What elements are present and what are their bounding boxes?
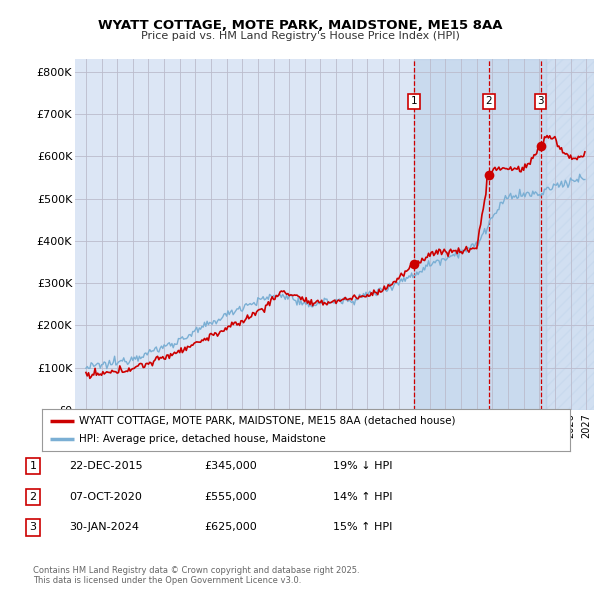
Text: 1: 1: [29, 461, 37, 471]
Text: 14% ↑ HPI: 14% ↑ HPI: [333, 492, 392, 502]
Text: 2: 2: [485, 96, 492, 106]
Text: £625,000: £625,000: [204, 523, 257, 532]
Text: 07-OCT-2020: 07-OCT-2020: [69, 492, 142, 502]
Text: 22-DEC-2015: 22-DEC-2015: [69, 461, 143, 471]
Text: £345,000: £345,000: [204, 461, 257, 471]
Text: £555,000: £555,000: [204, 492, 257, 502]
Text: 30-JAN-2024: 30-JAN-2024: [69, 523, 139, 532]
Text: 2: 2: [29, 492, 37, 502]
Text: HPI: Average price, detached house, Maidstone: HPI: Average price, detached house, Maid…: [79, 434, 326, 444]
Bar: [414, 59, 545, 410]
Text: 19% ↓ HPI: 19% ↓ HPI: [333, 461, 392, 471]
Text: WYATT COTTAGE, MOTE PARK, MAIDSTONE, ME15 8AA (detached house): WYATT COTTAGE, MOTE PARK, MAIDSTONE, ME1…: [79, 416, 455, 426]
Text: Price paid vs. HM Land Registry's House Price Index (HPI): Price paid vs. HM Land Registry's House …: [140, 31, 460, 41]
Text: 3: 3: [29, 523, 37, 532]
Bar: [545, 59, 594, 410]
Text: WYATT COTTAGE, MOTE PARK, MAIDSTONE, ME15 8AA: WYATT COTTAGE, MOTE PARK, MAIDSTONE, ME1…: [98, 19, 502, 32]
Text: 3: 3: [537, 96, 544, 106]
Text: 1: 1: [410, 96, 417, 106]
Text: Contains HM Land Registry data © Crown copyright and database right 2025.
This d: Contains HM Land Registry data © Crown c…: [33, 566, 359, 585]
Text: 15% ↑ HPI: 15% ↑ HPI: [333, 523, 392, 532]
